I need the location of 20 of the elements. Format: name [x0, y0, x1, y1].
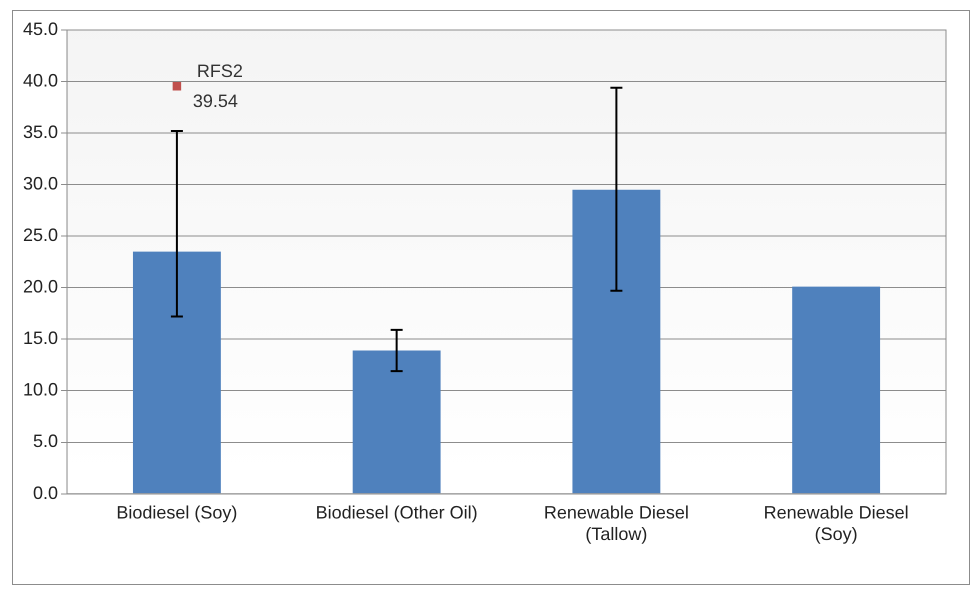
y-tick-label: 40.0: [22, 70, 58, 90]
series-label: RFS2: [196, 61, 243, 82]
bar: [132, 252, 221, 494]
y-tick-label: 25.0: [22, 225, 58, 246]
data-label: 39.54: [192, 91, 238, 112]
y-tick-label: 0.0: [33, 482, 58, 503]
x-tick-label: Biodiesel (Soy): [116, 502, 238, 523]
y-tick-label: 5.0: [33, 431, 58, 452]
y-tick-label: 10.0: [22, 380, 58, 400]
y-tick-label: 30.0: [22, 174, 58, 194]
y-tick-label: 15.0: [22, 328, 58, 348]
y-tick-label: 20.0: [22, 276, 58, 297]
bar: [792, 286, 880, 494]
y-tick-label: 35.0: [22, 122, 58, 142]
x-tick-label: Renewable Diesel (Tallow): [544, 502, 689, 544]
x-tick-label: Renewable Diesel (Soy): [764, 502, 909, 544]
y-tick-label: 45.0: [22, 18, 58, 39]
bar: [352, 350, 441, 494]
bar: [572, 190, 660, 494]
x-tick-label: Biodiesel (Other Oil): [316, 502, 478, 523]
